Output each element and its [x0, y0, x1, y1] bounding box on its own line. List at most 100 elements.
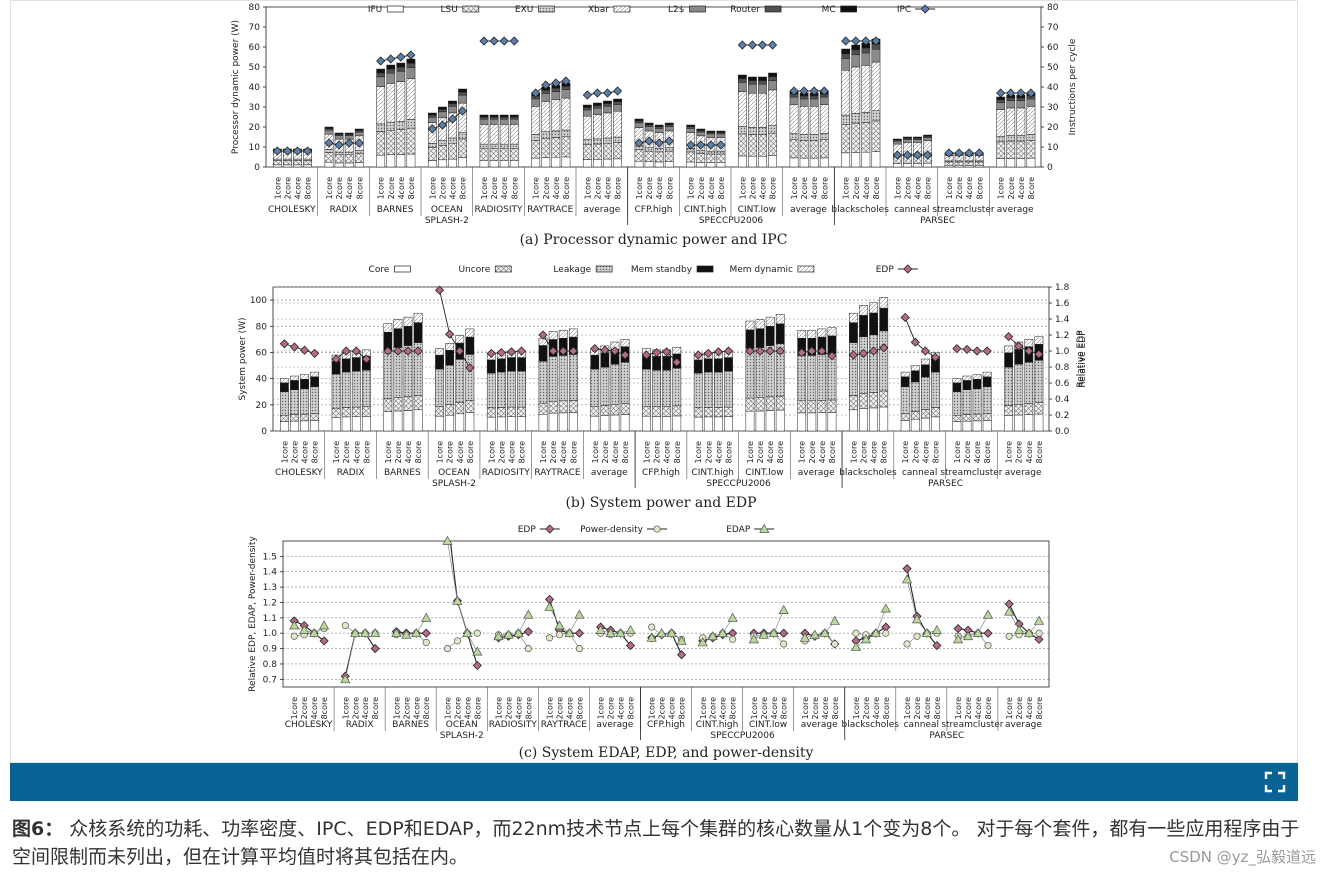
core-count-label: 8core [466, 441, 475, 463]
fullscreen-button[interactable] [1264, 771, 1286, 793]
core-count-label: 2core [607, 697, 616, 719]
bar-segment-mc [923, 134, 932, 137]
bar-segment-router [748, 80, 757, 85]
core-count-label: 2core [453, 697, 462, 719]
bar-segment-lsu [272, 160, 282, 166]
bar-segment-ifu [458, 157, 467, 168]
core-count-label: 4core [1025, 697, 1034, 719]
bar-segment-mem-dynamic [817, 328, 827, 338]
suite-label: SPECCPU2006 [706, 479, 771, 489]
edap-line [498, 614, 529, 637]
bar-segment-leakage [1024, 362, 1034, 404]
bar-segment-core [517, 416, 526, 432]
bar-segment-lsu [799, 140, 809, 159]
power-density-point [852, 629, 860, 637]
ipc-point [954, 148, 964, 158]
bar-segment-l2cache [758, 83, 767, 94]
core-count-label: 2core [556, 697, 565, 719]
bar-segment-ifu [293, 164, 302, 168]
bar-segment-router [582, 107, 592, 111]
bar-segment-leakage [486, 372, 496, 409]
y-tick-label: 0.7 [263, 675, 277, 685]
bar-segment-lsu [944, 161, 954, 166]
core-count-label: 8core [524, 697, 533, 719]
bar-segment-lsu [458, 138, 467, 158]
core-count-label: 8core [882, 697, 891, 719]
bar-segment-xbar [789, 104, 799, 134]
bar-segment-lsu [354, 153, 364, 163]
bar-segment-mem-dynamic [755, 319, 765, 329]
edap-point [442, 535, 453, 545]
power-density-point [341, 621, 349, 630]
bar-segment-mem-dynamic [558, 329, 568, 339]
bar-segment-ifu [272, 164, 282, 168]
core-count-label: 2core [697, 177, 706, 199]
edap-point [564, 627, 575, 638]
bar-segment-uncore [724, 406, 733, 417]
chart-title: (a) Processor dynamic power and IPC [520, 232, 788, 248]
y-axis-label: System power (W) [238, 317, 248, 400]
bar-segment-core [341, 416, 351, 432]
legend-marker [545, 524, 555, 534]
bar-segment-mem-standby [982, 376, 992, 388]
legend-label: Router [730, 5, 760, 15]
edp-point [413, 346, 423, 356]
core-count-label: 4core [552, 177, 561, 199]
bar-segment-uncore [279, 415, 289, 422]
bar-segment-router [406, 63, 416, 68]
core-count-label: 4core [810, 177, 819, 199]
bar-segment-core [1004, 415, 1014, 432]
edp-point [972, 346, 982, 356]
bar-segment-ifu [324, 161, 334, 168]
edap-point [768, 627, 779, 638]
bar-segment-core [972, 420, 982, 432]
bar-segment-exu [696, 150, 706, 154]
bar-segment-mem-standby [538, 345, 548, 362]
bar-segment-ifu [541, 157, 551, 168]
bar-segment-uncore [393, 397, 403, 412]
bar-segment-core [642, 415, 651, 432]
core-count-label: 1core [428, 177, 437, 199]
bar-segment-lsu [974, 161, 984, 166]
chart-title: (b) System power and EDP [565, 495, 756, 511]
bar-segment-uncore [693, 407, 703, 418]
edap-point [860, 634, 872, 644]
edp-point [672, 357, 682, 367]
core-count-label: 4core [655, 177, 664, 199]
bar-segment-xbar [841, 69, 851, 116]
core-count-label: 2core [658, 697, 667, 719]
bar-segment-router [654, 126, 664, 129]
power-density-point [1005, 632, 1013, 640]
bar-segment-l2cache [448, 106, 457, 114]
edp-point [319, 636, 329, 646]
edp-point [625, 640, 636, 651]
bar-segment-uncore [435, 406, 444, 417]
bar-segment-mc [376, 68, 386, 74]
ipc-point [303, 146, 313, 156]
power-density-line [447, 632, 478, 649]
bar-segment-ifu [954, 165, 964, 168]
bar-segment-mc [354, 128, 364, 131]
bar-segment-exu [324, 149, 334, 153]
core-count-label: 4core [1025, 441, 1034, 463]
core-count-label: 1core [694, 441, 703, 463]
bar-segment-l2cache [1026, 98, 1036, 107]
bar-segment-leakage [361, 369, 371, 407]
y2-tick-label: 20 [1047, 123, 1059, 133]
power-density-line [651, 626, 682, 640]
core-count-label: 1core [273, 177, 282, 199]
bar-segment-core [920, 417, 930, 432]
power-density-point [524, 645, 532, 653]
bar-segment-mem-dynamic [1034, 336, 1044, 345]
edap-point [615, 627, 626, 638]
core-count-label: 2core [542, 177, 551, 199]
bar-segment-exu [334, 151, 344, 156]
category-label: average [997, 205, 1034, 215]
category-label: CFP.high [635, 205, 673, 215]
bar-segment-mem-standby [869, 312, 879, 336]
bar-segment-mem-dynamic [383, 323, 393, 333]
category-label: RADIOSITY [474, 205, 523, 215]
y2-tick-label: 1.4 [1055, 315, 1070, 325]
core-count-label: 2core [808, 441, 817, 463]
core-count-label: 2core [756, 441, 765, 463]
